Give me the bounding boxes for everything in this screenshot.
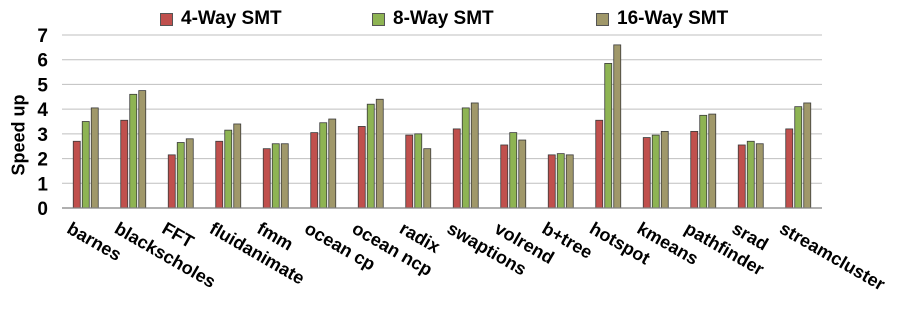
y-tick-label: 4 — [37, 100, 48, 121]
bar — [746, 140, 755, 209]
bar — [185, 138, 194, 209]
y-tick-label: 2 — [37, 150, 48, 171]
bar — [755, 143, 764, 209]
x-tick-label: streamcluster — [776, 218, 888, 294]
bar — [357, 126, 366, 209]
bar — [737, 144, 746, 209]
bar — [547, 154, 556, 209]
bar — [785, 128, 794, 209]
bar — [642, 137, 651, 209]
legend-label: 4-Way SMT — [181, 8, 282, 29]
legend-item: 16-Way SMT — [596, 6, 728, 32]
bar — [129, 93, 138, 209]
y-tick-label: 6 — [37, 51, 48, 72]
x-tick-label: barnes — [64, 218, 125, 265]
bar — [72, 140, 81, 209]
legend-swatch — [160, 12, 173, 26]
bar — [224, 129, 233, 209]
legend-item: 4-Way SMT — [160, 6, 282, 32]
bar — [470, 102, 479, 209]
bar — [509, 132, 518, 209]
bar — [280, 143, 289, 209]
bar — [452, 128, 461, 209]
bar — [690, 130, 699, 209]
bar — [556, 153, 565, 209]
legend: 4-Way SMT 8-Way SMT 16-Way SMT — [0, 6, 912, 32]
bar — [319, 122, 328, 209]
bar — [699, 114, 708, 209]
y-tick-label: 5 — [37, 75, 48, 96]
legend-swatch — [372, 12, 385, 26]
bar — [613, 44, 622, 209]
legend-swatch — [596, 12, 609, 26]
bar — [651, 134, 660, 209]
bar — [565, 154, 574, 209]
bar — [138, 90, 147, 209]
bar — [595, 119, 604, 209]
y-tick-label: 3 — [37, 125, 48, 146]
bar — [708, 113, 717, 209]
bar — [215, 140, 224, 209]
bar — [518, 139, 527, 209]
bar — [176, 142, 185, 209]
legend-label: 16-Way SMT — [617, 8, 729, 29]
bar — [310, 132, 319, 209]
bar — [81, 121, 90, 209]
bar — [803, 102, 812, 209]
bar — [604, 63, 613, 209]
bar — [423, 148, 432, 209]
y-tick-label: 1 — [37, 174, 48, 195]
bar — [366, 103, 375, 209]
bar — [167, 154, 176, 209]
bar — [375, 98, 384, 209]
y-tick-label: 0 — [37, 199, 48, 220]
bar — [271, 143, 280, 209]
legend-label: 8-Way SMT — [393, 8, 494, 29]
bar — [500, 144, 509, 209]
bar — [233, 123, 242, 209]
y-tick-label: 7 — [37, 26, 48, 47]
bar — [660, 130, 669, 209]
bar — [461, 107, 470, 209]
bar — [405, 134, 414, 209]
bar — [328, 118, 337, 209]
bar — [414, 133, 423, 209]
bar — [90, 107, 99, 209]
bar — [120, 119, 129, 209]
bar — [262, 148, 271, 209]
bar — [794, 106, 803, 209]
legend-item: 8-Way SMT — [372, 6, 494, 32]
